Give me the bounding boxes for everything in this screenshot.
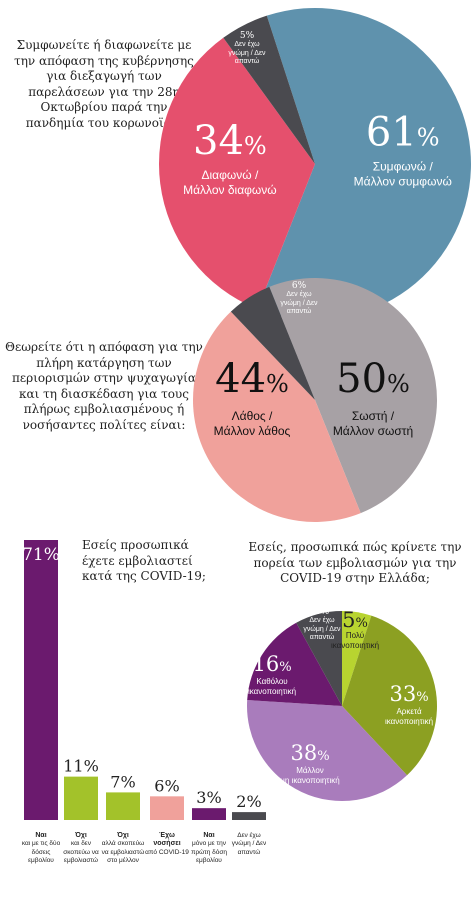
bar-value: 6% xyxy=(154,776,179,795)
bar-category: Ναι και με τις δύο δόσεις εμβολίου xyxy=(19,832,63,865)
pie-chart-0 xyxy=(159,7,471,320)
slice-value: 5% xyxy=(342,608,368,632)
bar-category-bold: Ναι xyxy=(35,832,47,839)
question-vaccinated: Εσείς προσωπικά έχετε εμβολιαστεί κατά τ… xyxy=(82,538,206,583)
slice-label-small: Δεν έχω γνώμη / Δεν απαντώ xyxy=(280,291,318,315)
bar-value: 3% xyxy=(196,788,221,807)
question-restrictions: Θεωρείτε ότι η απόφαση για την πλήρη κατ… xyxy=(5,340,203,432)
pie-slice xyxy=(159,37,315,310)
bar-category-sub: από COVID-19 xyxy=(145,848,189,856)
bar-category-bold: Όχι xyxy=(117,832,129,839)
pie-slice xyxy=(247,622,342,706)
bar xyxy=(24,540,58,820)
pie-slice xyxy=(230,286,315,400)
bar xyxy=(64,776,98,820)
bar-category: Ναι μόνο με την πρώτη δόση εμβολίου xyxy=(187,832,231,865)
slice-value: 50% xyxy=(336,356,410,402)
bar xyxy=(232,812,266,820)
question-parades: Συμφωνείτε ή διαφωνείτε με την απόφαση τ… xyxy=(14,38,194,130)
bar-category-bold: Όχι xyxy=(75,832,87,839)
bar-category-sub: αλλά σκοπεύω να εμβολιαστώ στο μέλλον xyxy=(101,840,145,864)
slice-label: Διαφωνώ / Μάλλον διαφωνώ xyxy=(183,168,277,197)
pie-chart-3 xyxy=(247,611,437,802)
bar-category: Όχι και δεν σκοπεύω να εμβολιαστώ xyxy=(59,832,103,865)
slice-value: 34% xyxy=(193,118,267,164)
bar-category: Έχω νοσήσει από COVID-19 xyxy=(145,832,189,857)
bar-value: 71% xyxy=(22,545,60,565)
bar-value: 2% xyxy=(236,792,261,811)
slice-value-small: 5% xyxy=(240,31,255,41)
pie-slice xyxy=(247,700,408,802)
bar xyxy=(106,792,140,820)
pie-chart-1 xyxy=(192,278,437,523)
bar-category-bold: Έχω νοσήσει xyxy=(153,832,181,848)
pie-slice xyxy=(269,278,437,514)
pie-slice xyxy=(257,7,471,320)
bar-value: 11% xyxy=(63,757,99,776)
bar-value: 7% xyxy=(110,772,135,791)
question-vaccination-progress: Εσείς, προσωπικά πώς κρίνετε την πορεία … xyxy=(248,540,462,585)
bar-category-bold: Ναι xyxy=(203,832,215,839)
slice-label-small: Δεν έχω γνώμη / Δεν απαντώ xyxy=(228,41,266,65)
slice-label: Καθόλου ικανοποιητική xyxy=(248,677,296,696)
slice-label: Πολύ ικανοποιητική xyxy=(331,631,379,650)
slice-label: Αρκετά ικανοποιητική xyxy=(385,707,433,726)
slice-label: Λάθος / Μάλλον λάθος xyxy=(214,409,291,438)
bar-category-sub: Δεν έχω γνώμη / Δεν απαντώ xyxy=(231,832,267,856)
bar-chart: 71% 11% 7% 6% 3% 2% xyxy=(22,540,266,820)
pie-slice xyxy=(223,15,315,165)
pie-slice xyxy=(342,611,372,706)
bar-category: Δεν έχω γνώμη / Δεν απαντώ xyxy=(227,832,271,857)
pie-slice xyxy=(296,611,342,706)
bar-category: Όχι αλλά σκοπεύω να εμβολιαστώ στο μέλλον xyxy=(101,832,145,865)
slice-label: Σωστή / Μάλλον σωστή xyxy=(333,409,413,438)
slice-label: Συμφωνώ / Μάλλον συμφωνώ xyxy=(354,160,452,189)
bar-category-sub: και δεν σκοπεύω να εμβολιαστώ xyxy=(63,840,99,864)
slice-label: Μάλλον μη ικανοποιητική xyxy=(280,766,339,785)
bar-category-sub: μόνο με την πρώτη δόση εμβολίου xyxy=(190,840,227,864)
slice-label-small: Δεν έχω γνώμη / Δεν απαντώ xyxy=(303,617,341,641)
bar-category-sub: και με τις δύο δόσεις εμβολίου xyxy=(21,840,61,864)
bar xyxy=(192,808,226,820)
slice-value-small: 6% xyxy=(292,281,307,291)
pie-slice xyxy=(192,311,361,523)
slice-value-small: 8% xyxy=(315,607,330,617)
pie-slice xyxy=(342,615,437,776)
bar xyxy=(150,796,184,820)
